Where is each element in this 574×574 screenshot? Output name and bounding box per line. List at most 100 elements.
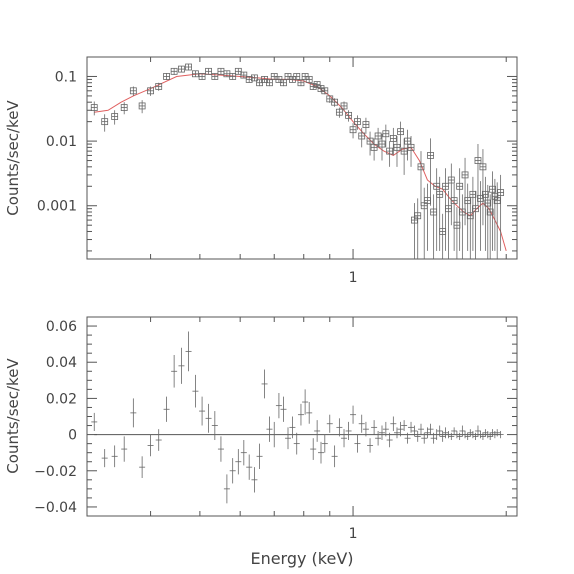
residual-point: [147, 434, 154, 457]
data-marker: [129, 87, 137, 95]
data-marker: [138, 102, 146, 110]
data-marker: [442, 182, 449, 190]
residual-y-tick-label: 0.02: [46, 391, 77, 407]
data-point: [170, 67, 178, 75]
data-marker: [477, 194, 484, 202]
data-point: [185, 63, 192, 71]
data-point: [477, 181, 484, 251]
data-point: [340, 101, 348, 112]
residual-y-tick-label: −0.04: [34, 500, 77, 516]
residual-point: [451, 427, 458, 435]
residual-panel: 0.06 0.04 0.02 0 −0.02 −0.04 1 Counts/sec/keV…: [4, 316, 518, 568]
residual-point: [417, 423, 424, 435]
residual-x-tick-labels: 1: [349, 526, 358, 542]
data-point: [382, 124, 390, 148]
residual-point: [472, 432, 479, 441]
residual-point: [139, 456, 146, 479]
data-marker: [491, 192, 499, 200]
data-marker: [366, 137, 374, 145]
residual-x-tick-label: 1: [349, 526, 358, 542]
data-marker: [497, 189, 505, 196]
spectrum-x-tick-label: 1: [349, 270, 358, 286]
residual-point: [293, 432, 300, 455]
residual-point: [280, 396, 287, 422]
residual-point: [275, 392, 282, 419]
data-marker: [297, 79, 305, 87]
residual-point: [350, 405, 357, 424]
data-marker: [305, 76, 313, 83]
residual-point: [223, 474, 230, 504]
data-marker: [240, 71, 248, 79]
data-point: [439, 213, 447, 259]
residual-point: [482, 429, 489, 437]
data-point: [493, 182, 501, 259]
data-point: [366, 131, 374, 156]
data-point: [198, 73, 206, 80]
residual-point: [336, 418, 343, 437]
data-marker: [404, 137, 411, 145]
residual-point: [358, 414, 365, 433]
data-marker: [155, 83, 163, 90]
data-point: [240, 71, 248, 79]
data-marker: [386, 147, 394, 155]
data-point: [217, 67, 225, 75]
data-point: [309, 83, 317, 90]
residual-point: [386, 432, 393, 448]
residual-point: [404, 432, 411, 444]
residual-point: [445, 430, 452, 439]
residual-point: [467, 429, 474, 437]
data-marker: [354, 118, 361, 126]
data-marker: [192, 70, 199, 78]
residual-y-tick-label: 0: [68, 428, 77, 444]
residual-point: [101, 449, 108, 468]
spectrum-y-tick-label: 0.01: [46, 134, 77, 150]
data-marker: [436, 190, 444, 198]
data-marker: [469, 190, 477, 198]
residual-point: [251, 467, 258, 493]
residual-point: [91, 412, 98, 431]
data-marker: [147, 87, 154, 95]
residual-point: [256, 443, 263, 469]
residual-point: [240, 440, 247, 466]
data-marker: [484, 199, 492, 207]
residual-point: [497, 430, 504, 439]
residual-point: [462, 430, 469, 439]
data-marker: [313, 81, 321, 88]
data-marker: [251, 74, 258, 82]
data-point: [163, 73, 170, 81]
data-point: [433, 168, 441, 251]
residual-point: [205, 403, 212, 433]
data-marker: [374, 132, 382, 140]
residual-ticks: [86, 317, 517, 516]
residual-point: [354, 434, 361, 453]
data-point: [469, 176, 477, 251]
data-point: [305, 76, 313, 83]
residual-point: [367, 438, 374, 453]
data-marker: [382, 130, 390, 138]
data-point: [345, 110, 352, 122]
data-marker: [317, 85, 325, 92]
data-marker: [370, 143, 378, 151]
residual-point: [302, 389, 309, 415]
spectrum-ticks: [86, 56, 517, 259]
data-marker: [198, 73, 206, 80]
data-point: [313, 81, 321, 88]
data-point: [349, 123, 357, 139]
residual-point: [321, 434, 328, 453]
data-marker: [417, 163, 425, 171]
residual-point: [479, 432, 486, 441]
residual-point: [421, 432, 428, 444]
residual-point: [436, 425, 443, 437]
data-marker: [407, 143, 415, 151]
data-marker: [393, 143, 401, 151]
residual-point: [155, 429, 162, 451]
data-point: [234, 67, 242, 75]
data-point: [450, 183, 458, 251]
residual-y-tick-label: 0.04: [46, 355, 77, 371]
residual-point: [285, 427, 292, 450]
residual-y-tick-label: 0.06: [46, 319, 77, 335]
data-point: [466, 198, 474, 259]
residual-point: [494, 429, 501, 437]
residual-y-tick-label: −0.02: [34, 464, 77, 480]
